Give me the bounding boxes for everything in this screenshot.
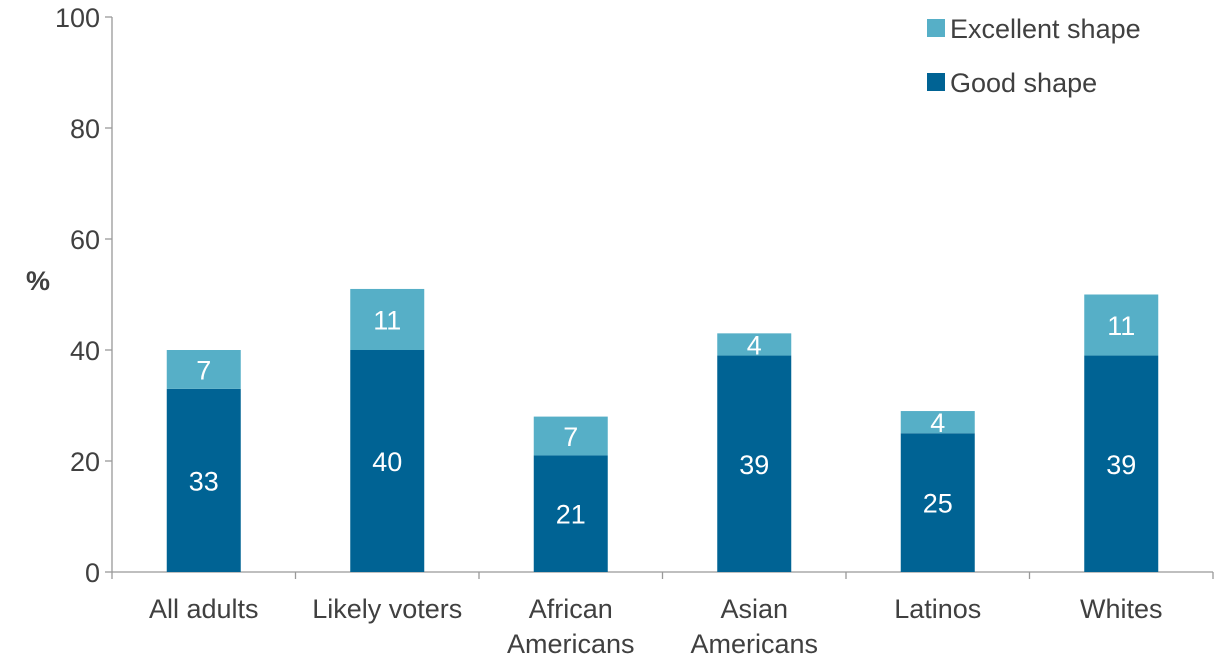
bar-good-shape: [166, 388, 241, 572]
bar-good-shape: [350, 350, 425, 572]
data-label-excellent-shape: 7: [196, 355, 211, 385]
bar-excellent-shape: [1084, 294, 1159, 356]
legend: Excellent shape Good shape: [927, 14, 1141, 98]
data-label-excellent-shape: 7: [563, 422, 578, 452]
y-tick-label: 80: [70, 114, 100, 144]
legend-label-excellent-shape: Excellent shape: [950, 14, 1141, 44]
bar-excellent-shape: [900, 411, 975, 434]
data-label-good-shape: 21: [556, 500, 586, 530]
y-tick-label: 0: [85, 558, 100, 588]
x-tick-label: African: [529, 594, 613, 624]
x-tick-label: Latinos: [894, 594, 981, 624]
x-tick-label: Whites: [1080, 594, 1163, 624]
data-label-excellent-shape: 4: [930, 408, 945, 438]
data-label-excellent-shape: 4: [747, 330, 762, 360]
x-axis: All adults Likely voters African Americans A…: [111, 571, 1214, 659]
data-label-excellent-shape: 11: [1107, 311, 1135, 341]
y-axis-label: %: [26, 266, 50, 296]
y-axis: 0 20 40 60 80 100: [55, 3, 113, 588]
y-tick-label: 20: [70, 447, 100, 477]
bar-good-shape: [717, 355, 792, 572]
y-tick-label: 60: [70, 225, 100, 255]
data-label-good-shape: 25: [923, 489, 953, 519]
data-label-good-shape: 33: [189, 466, 219, 496]
bar-good-shape: [1084, 355, 1159, 572]
y-tick-label: 100: [55, 3, 100, 33]
bar-excellent-shape: [717, 333, 792, 356]
x-tick-label: Likely voters: [312, 594, 462, 624]
legend-swatch-excellent-shape: [927, 19, 945, 37]
x-tick-label: Asian: [720, 594, 788, 624]
x-tick-label: All adults: [149, 594, 259, 624]
data-label-good-shape: 40: [372, 447, 402, 477]
legend-label-good-shape: Good shape: [950, 68, 1097, 98]
data-label-excellent-shape: 11: [373, 305, 401, 335]
bars: 33 7 40 11 21 7 39 4 25 4 39 11: [166, 288, 1159, 572]
x-tick-label: Americans: [690, 629, 818, 659]
bar-excellent-shape: [166, 350, 241, 389]
y-tick-label: 40: [70, 336, 100, 366]
bar-good-shape: [533, 455, 608, 572]
bar-excellent-shape: [350, 288, 425, 350]
bar-good-shape: [900, 433, 975, 572]
data-label-good-shape: 39: [739, 450, 769, 480]
legend-swatch-good-shape: [927, 73, 945, 91]
x-tick-label: Americans: [507, 629, 635, 659]
data-label-good-shape: 39: [1106, 450, 1136, 480]
bar-excellent-shape: [533, 416, 608, 456]
